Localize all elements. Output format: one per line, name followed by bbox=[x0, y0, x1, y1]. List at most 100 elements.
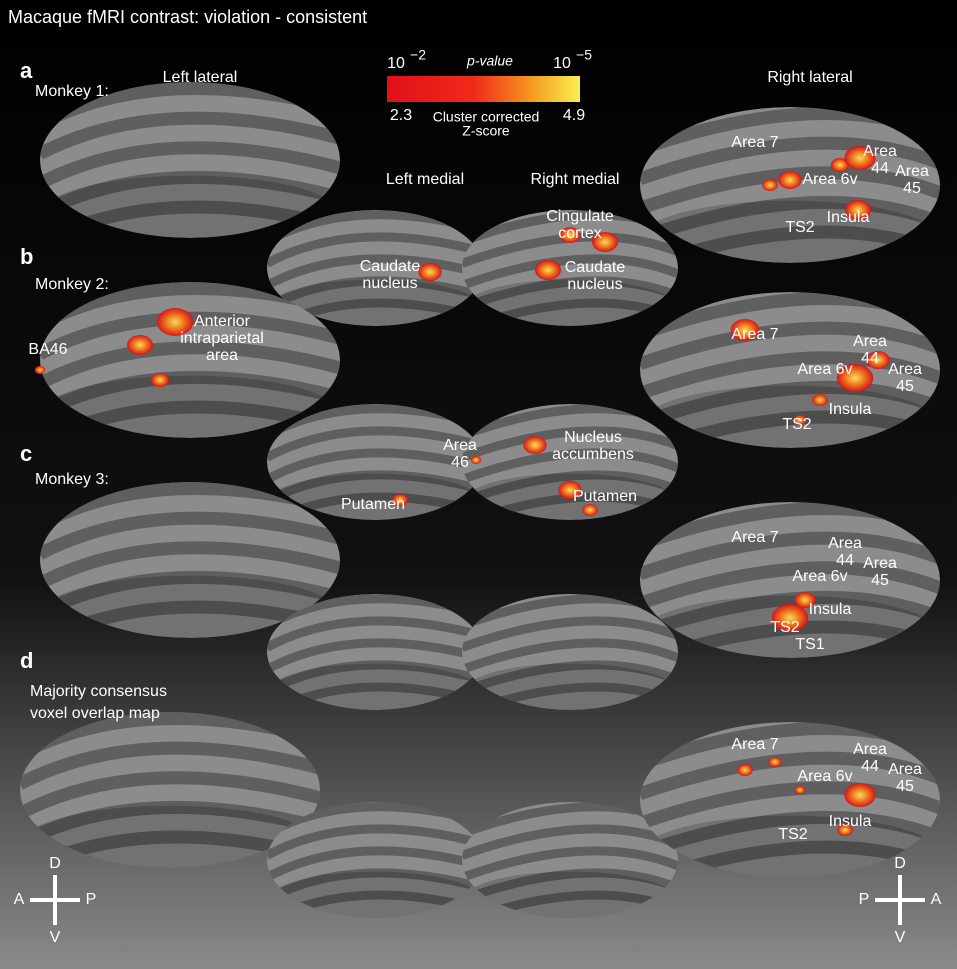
region-label: Area 6v bbox=[797, 361, 852, 378]
activation bbox=[768, 757, 782, 767]
sulcus bbox=[267, 232, 483, 268]
colorbar-p-label: p-value bbox=[466, 53, 513, 69]
region-label: area bbox=[206, 347, 238, 364]
region-label: TS2 bbox=[770, 619, 799, 636]
sulcus bbox=[20, 800, 320, 849]
region-label: Putamen bbox=[341, 496, 405, 513]
panel-label: c bbox=[20, 441, 32, 466]
sulcus bbox=[640, 380, 940, 430]
activation bbox=[558, 481, 582, 499]
sulcus bbox=[40, 111, 340, 160]
sulcus bbox=[267, 448, 483, 484]
sulcus bbox=[20, 741, 320, 790]
activation bbox=[559, 227, 581, 243]
sulcus bbox=[20, 771, 320, 820]
region-label: nucleus bbox=[567, 276, 622, 293]
sulcus bbox=[40, 141, 340, 190]
view-label: Right medial bbox=[531, 171, 620, 188]
activation bbox=[794, 592, 816, 608]
sulcus bbox=[267, 846, 483, 882]
orientation-label: V bbox=[50, 929, 61, 946]
region-label: Cingulate bbox=[546, 208, 614, 225]
region-label: Area bbox=[888, 761, 922, 778]
sulcus bbox=[267, 638, 483, 674]
activation bbox=[392, 494, 408, 506]
subject-label: voxel overlap map bbox=[30, 705, 160, 722]
region-label: intraparietal bbox=[180, 330, 264, 347]
region-label: Area bbox=[888, 361, 922, 378]
region-label: Putamen bbox=[573, 488, 637, 505]
activation bbox=[523, 436, 547, 454]
sulcus bbox=[267, 426, 483, 462]
activation bbox=[793, 415, 807, 425]
region-label: BA46 bbox=[28, 341, 67, 358]
activation bbox=[582, 504, 598, 516]
region-label: TS2 bbox=[782, 416, 811, 433]
sulcus bbox=[640, 195, 940, 245]
sulcus bbox=[640, 351, 940, 400]
sulcus bbox=[267, 470, 483, 506]
sulcus bbox=[640, 561, 940, 610]
colorbar-z-max: 4.9 bbox=[563, 107, 585, 124]
colorbar-z-label: Cluster corrected bbox=[433, 109, 540, 125]
region-label: Caudate bbox=[360, 258, 421, 275]
region-label: TS2 bbox=[778, 826, 807, 843]
region-label: Area 6v bbox=[802, 171, 857, 188]
region-label: TS1 bbox=[795, 636, 824, 653]
region-label: nucleus bbox=[362, 275, 417, 292]
colorbar-z-label: Z-score bbox=[462, 123, 510, 139]
sulcus bbox=[462, 232, 678, 268]
activation bbox=[830, 158, 850, 172]
subject-label: Majority consensus bbox=[30, 683, 167, 700]
activation bbox=[837, 824, 853, 836]
activation bbox=[737, 764, 753, 776]
lateral-surface bbox=[640, 502, 940, 658]
activation bbox=[762, 179, 778, 191]
sulcus bbox=[462, 846, 678, 882]
activation bbox=[150, 373, 170, 387]
activation bbox=[127, 335, 153, 355]
activation bbox=[845, 200, 871, 220]
sulcus bbox=[40, 570, 340, 619]
region-label: Area bbox=[828, 535, 862, 552]
activation bbox=[844, 783, 876, 807]
sulcus bbox=[640, 781, 940, 830]
sulcus bbox=[640, 751, 940, 800]
region-label: cortex bbox=[558, 225, 602, 242]
sulcus bbox=[267, 276, 483, 312]
sulcus bbox=[462, 426, 678, 462]
labels: Left lateral Left medial Right medial Right… bbox=[14, 58, 942, 946]
region-label: 44 bbox=[871, 160, 889, 177]
sulcus bbox=[462, 254, 678, 290]
region-label: Area bbox=[895, 163, 929, 180]
subject-label: Monkey 3: bbox=[35, 471, 109, 488]
view-label: Left medial bbox=[386, 171, 464, 188]
colorbar-max-exp: −5 bbox=[576, 47, 592, 63]
region-label: 45 bbox=[896, 778, 914, 795]
subject-label: Monkey 2: bbox=[35, 276, 109, 293]
view-label: Left lateral bbox=[163, 69, 238, 86]
orientation-label: P bbox=[86, 891, 97, 908]
region-label: Area 7 bbox=[731, 529, 778, 546]
sulcus bbox=[267, 616, 483, 652]
activation bbox=[778, 171, 802, 189]
region-label: Area 7 bbox=[731, 736, 778, 753]
sulcus bbox=[462, 638, 678, 674]
sulcus bbox=[267, 868, 483, 904]
region-label: Anterior bbox=[194, 313, 251, 330]
sulcus bbox=[640, 136, 940, 185]
region-label: 45 bbox=[871, 572, 889, 589]
region-label: 44 bbox=[861, 350, 879, 367]
region-label: accumbens bbox=[552, 446, 634, 463]
region-label: Area bbox=[443, 437, 477, 454]
activation bbox=[771, 604, 809, 632]
sulcus bbox=[640, 810, 940, 860]
colorbar-z-min: 2.3 bbox=[390, 107, 412, 124]
sulcus bbox=[40, 341, 340, 390]
sulcus bbox=[640, 166, 940, 215]
sulcus bbox=[462, 824, 678, 860]
activation bbox=[866, 351, 890, 369]
orientation-label: A bbox=[14, 891, 25, 908]
panel-label: b bbox=[20, 244, 33, 269]
region-label: Area 7 bbox=[731, 326, 778, 343]
